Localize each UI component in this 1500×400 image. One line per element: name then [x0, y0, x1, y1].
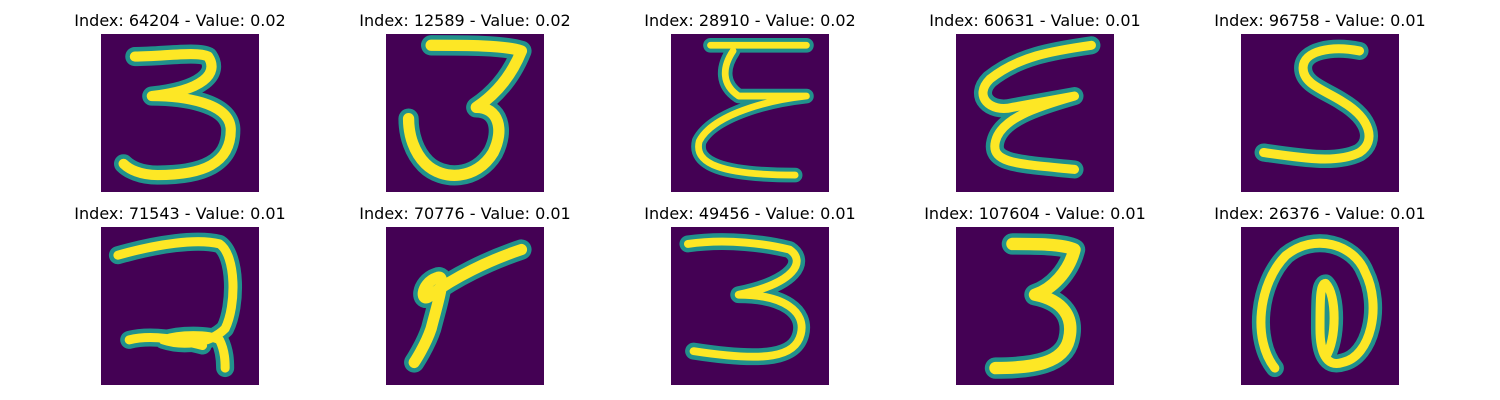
grid-cell-7: Index: 70776 - Value: 0.01	[345, 203, 585, 385]
digit-image	[101, 34, 259, 192]
grid-cell-2: Index: 12589 - Value: 0.02	[345, 10, 585, 192]
panel-title: Index: 64204 - Value: 0.02	[74, 11, 286, 30]
grid-cell-8: Index: 49456 - Value: 0.01	[630, 203, 870, 385]
panel-title: Index: 28910 - Value: 0.02	[644, 11, 856, 30]
digit-image	[671, 227, 829, 385]
digit-image	[956, 34, 1114, 192]
panel-title: Index: 60631 - Value: 0.01	[929, 11, 1141, 30]
panel-title: Index: 26376 - Value: 0.01	[1214, 204, 1426, 223]
grid-cell-9: Index: 107604 - Value: 0.01	[915, 203, 1155, 385]
digit-image	[1241, 34, 1399, 192]
panel-title: Index: 107604 - Value: 0.01	[924, 204, 1146, 223]
digit-image	[1241, 227, 1399, 385]
grid-cell-5: Index: 96758 - Value: 0.01	[1200, 10, 1440, 192]
grid-cell-4: Index: 60631 - Value: 0.01	[915, 10, 1155, 192]
grid-cell-10: Index: 26376 - Value: 0.01	[1200, 203, 1440, 385]
digit-image	[956, 227, 1114, 385]
panel-title: Index: 49456 - Value: 0.01	[644, 204, 856, 223]
digit-image	[386, 34, 544, 192]
grid-cell-6: Index: 71543 - Value: 0.01	[60, 203, 300, 385]
digit-image	[101, 227, 259, 385]
grid-cell-1: Index: 64204 - Value: 0.02	[60, 10, 300, 192]
panel-title: Index: 96758 - Value: 0.01	[1214, 11, 1426, 30]
panel-title: Index: 71543 - Value: 0.01	[74, 204, 286, 223]
digit-image	[386, 227, 544, 385]
panel-title: Index: 70776 - Value: 0.01	[359, 204, 571, 223]
panel-title: Index: 12589 - Value: 0.02	[359, 11, 571, 30]
grid-cell-3: Index: 28910 - Value: 0.02	[630, 10, 870, 192]
digit-image	[671, 34, 829, 192]
